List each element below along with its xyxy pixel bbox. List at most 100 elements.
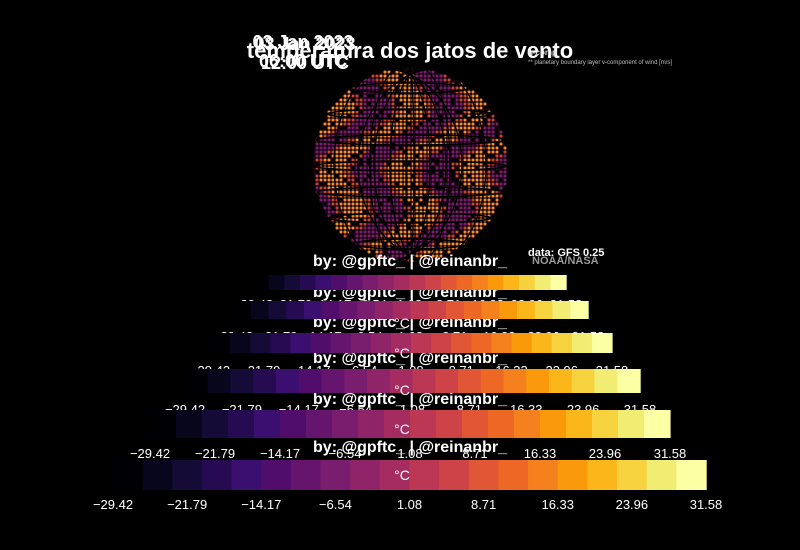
globe-dot bbox=[463, 190, 467, 194]
latitude-line bbox=[352, 238, 468, 250]
globe-dot bbox=[339, 174, 343, 178]
colorbar-cell bbox=[425, 275, 442, 290]
globe-dot bbox=[467, 198, 471, 202]
globe-dot bbox=[439, 146, 443, 150]
globe-dot bbox=[375, 182, 379, 186]
time-label-overlap: 12:00 UTC bbox=[260, 53, 350, 73]
globe-dot bbox=[495, 198, 499, 202]
globe-dot bbox=[495, 126, 499, 130]
globe-dot bbox=[371, 78, 375, 82]
globe-dot bbox=[499, 142, 503, 146]
globe-dot bbox=[463, 158, 467, 162]
globe-dot bbox=[439, 178, 443, 182]
globe-dot bbox=[419, 202, 423, 206]
globe-dot bbox=[347, 178, 351, 182]
globe-dot bbox=[475, 98, 479, 102]
colorbar-cell bbox=[487, 275, 505, 290]
globe-dot bbox=[487, 122, 491, 126]
colorbar-tick-label: 16.33 bbox=[524, 446, 557, 461]
globe-dot bbox=[367, 98, 371, 102]
globe-dot bbox=[363, 154, 367, 158]
globe-dot bbox=[403, 218, 407, 222]
globe-dot bbox=[495, 146, 499, 150]
globe-dot bbox=[415, 190, 419, 194]
globe-dot bbox=[315, 158, 319, 162]
globe-dot bbox=[367, 206, 371, 210]
colorbar-cell bbox=[358, 410, 385, 438]
globe-dot bbox=[487, 146, 491, 150]
globe-dot bbox=[319, 186, 323, 190]
globe-dot bbox=[471, 234, 475, 238]
globe-dot bbox=[455, 226, 459, 230]
globe-dot bbox=[323, 134, 327, 138]
globe-dot bbox=[475, 154, 479, 158]
globe-dot bbox=[419, 126, 423, 130]
globe-dot bbox=[503, 170, 507, 174]
globe-dot bbox=[375, 242, 379, 246]
globe-dot bbox=[459, 118, 463, 122]
globe-dot bbox=[423, 126, 427, 130]
globe-dot bbox=[319, 182, 323, 186]
colorbar-cell bbox=[591, 333, 613, 353]
globe-dot bbox=[423, 198, 427, 202]
globe-dot bbox=[487, 118, 491, 122]
globe-dot bbox=[475, 150, 479, 154]
globe-dot bbox=[407, 130, 411, 134]
globe-dot bbox=[443, 122, 447, 126]
globe-dot bbox=[363, 242, 367, 246]
globe-dot bbox=[343, 146, 347, 150]
globe-dot bbox=[391, 78, 395, 82]
globe-dot bbox=[319, 170, 323, 174]
globe-dot bbox=[447, 250, 451, 254]
globe-dot bbox=[351, 110, 355, 114]
globe-dot bbox=[451, 226, 455, 230]
colorbar-unit-label: °C bbox=[394, 345, 410, 361]
globe-dot bbox=[363, 210, 367, 214]
globe-dot bbox=[499, 154, 503, 158]
globe-dot bbox=[423, 226, 427, 230]
globe-dot bbox=[371, 178, 375, 182]
globe-dot bbox=[431, 174, 435, 178]
colorbar-cell bbox=[357, 301, 376, 319]
globe-dot bbox=[435, 138, 439, 142]
globe-dot bbox=[399, 166, 403, 170]
globe-dot bbox=[375, 78, 379, 82]
colorbar-cell bbox=[587, 460, 618, 490]
globe-dot bbox=[399, 114, 403, 118]
globe-dot bbox=[383, 182, 387, 186]
globe-dot bbox=[423, 138, 427, 142]
globe-dot bbox=[387, 250, 391, 254]
globe-dot bbox=[351, 102, 355, 106]
globe-dot bbox=[447, 86, 451, 90]
globe-dot bbox=[491, 198, 495, 202]
globe-dot bbox=[487, 182, 491, 186]
colorbar-cell bbox=[350, 460, 381, 490]
globe-dot bbox=[467, 178, 471, 182]
colorbar-cell bbox=[534, 275, 551, 290]
globe-dot bbox=[387, 206, 391, 210]
globe-dot bbox=[407, 198, 411, 202]
globe-dot bbox=[435, 122, 439, 126]
globe-dot bbox=[415, 182, 419, 186]
globe-dot bbox=[359, 102, 363, 106]
colorbar-cell bbox=[481, 301, 500, 319]
globe-dot bbox=[347, 118, 351, 122]
credit-label: by: @gpftc_ | @reinanbr_ bbox=[313, 391, 508, 408]
globe-dot bbox=[423, 174, 427, 178]
globe-dot bbox=[347, 146, 351, 150]
globe-dot bbox=[351, 94, 355, 98]
globe-dot bbox=[367, 190, 371, 194]
globe-dot bbox=[383, 122, 387, 126]
globe-dot bbox=[395, 138, 399, 142]
globe-dot bbox=[467, 122, 471, 126]
globe-dot bbox=[427, 110, 431, 114]
globe-dot bbox=[391, 174, 395, 178]
globe-dot bbox=[435, 126, 439, 130]
globe-dot bbox=[359, 98, 363, 102]
globe-dot bbox=[323, 206, 327, 210]
colorbar-cell bbox=[250, 301, 270, 319]
globe-dot bbox=[463, 230, 467, 234]
globe-dot bbox=[491, 206, 495, 210]
globe-dot bbox=[451, 242, 455, 246]
globe-dot bbox=[451, 218, 455, 222]
